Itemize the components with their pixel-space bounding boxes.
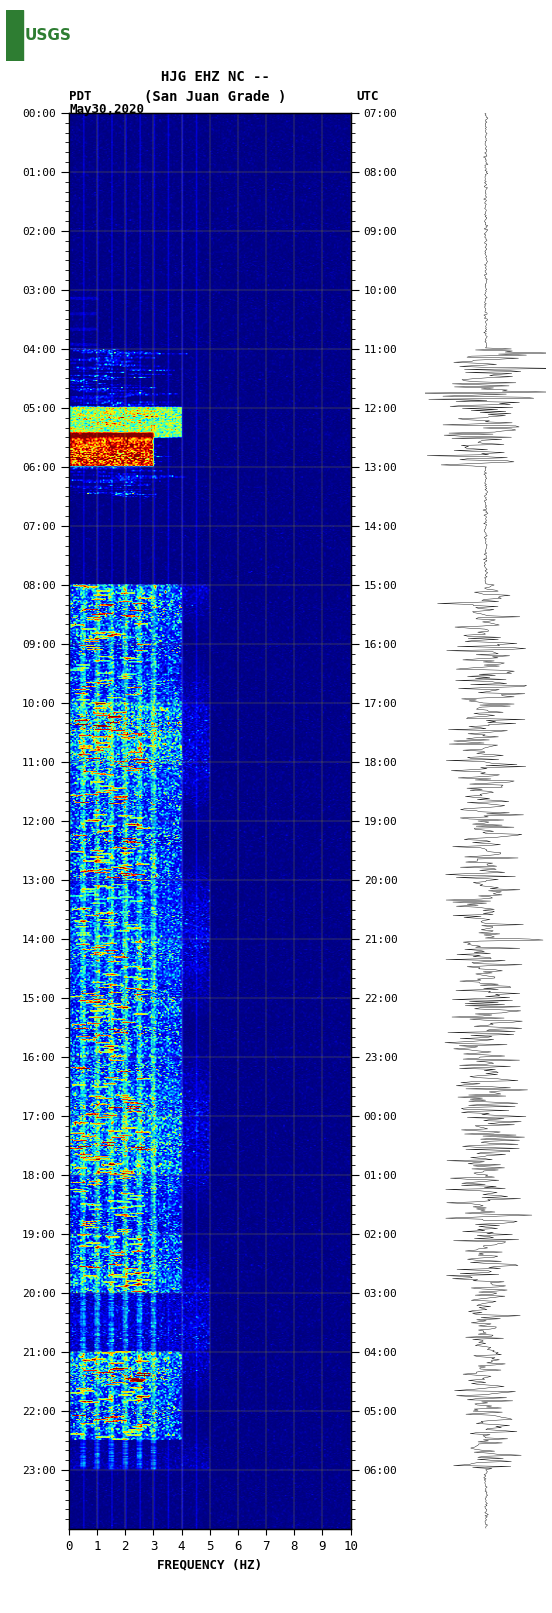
X-axis label: FREQUENCY (HZ): FREQUENCY (HZ) [157, 1558, 262, 1571]
Text: (San Juan Grade ): (San Juan Grade ) [144, 90, 286, 103]
Text: May30,2020: May30,2020 [69, 103, 144, 116]
Text: HJG EHZ NC --: HJG EHZ NC -- [161, 71, 270, 84]
Bar [6, 10, 23, 61]
Text: USGS: USGS [24, 27, 71, 44]
Text: UTC: UTC [356, 90, 379, 103]
Text: PDT: PDT [69, 90, 92, 103]
